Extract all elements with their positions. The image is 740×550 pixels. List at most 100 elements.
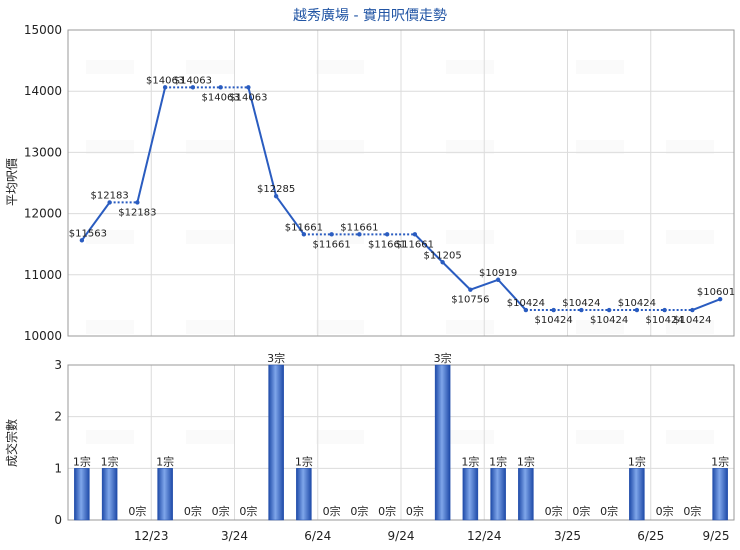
price-label-19: $10424 bbox=[590, 315, 628, 326]
price-point-22 bbox=[690, 307, 695, 313]
volume-label-13: 3宗 bbox=[434, 351, 452, 365]
volume-label-1: 1宗 bbox=[101, 454, 119, 468]
price-label-1: $12183 bbox=[91, 190, 129, 201]
top-y-tick-4: 14000 bbox=[24, 84, 62, 98]
watermark-18 bbox=[186, 320, 234, 334]
volume-labels: 1宗 1宗 0宗 1宗 0宗 0宗 0宗 3宗 1宗 0宗 0宗 0宗 0宗 3宗 1宗 1宗 1宗 0宗 0宗 0宗… bbox=[73, 351, 729, 518]
volume-label-17: 0宗 bbox=[545, 504, 563, 518]
x-tick-labels: 12/23 3/24 6/24 9/24 12/24 3/25 6/25 9/25 bbox=[134, 529, 730, 543]
price-segment-14 bbox=[470, 278, 499, 291]
bottom-y-tick-1: 1 bbox=[54, 461, 62, 475]
volume-bars bbox=[74, 364, 728, 521]
price-label-14: $10756 bbox=[451, 295, 489, 306]
price-segment-22 bbox=[692, 298, 721, 311]
volume-bar-14 bbox=[462, 468, 479, 521]
price-point-6 bbox=[246, 85, 251, 90]
volume-label-4: 0宗 bbox=[184, 504, 202, 518]
price-series bbox=[79, 85, 723, 313]
volume-label-23: 1宗 bbox=[711, 454, 729, 468]
volume-label-9: 0宗 bbox=[323, 504, 341, 518]
watermark-4 bbox=[576, 60, 624, 74]
price-label-22: $10424 bbox=[673, 315, 711, 326]
price-label-16: $10424 bbox=[507, 298, 545, 309]
watermark-0 bbox=[86, 60, 134, 74]
price-point-4 bbox=[190, 85, 196, 90]
price-label-13: $11205 bbox=[424, 250, 462, 261]
price-label-21: $10424 bbox=[646, 315, 684, 326]
price-point-8 bbox=[301, 232, 307, 237]
price-point-1 bbox=[107, 200, 112, 205]
volume-label-21: 0宗 bbox=[656, 504, 674, 518]
price-label-11: $11661 bbox=[368, 239, 406, 250]
price-point-21 bbox=[662, 307, 667, 313]
price-label-4: $14063 bbox=[174, 75, 212, 86]
price-point-20 bbox=[634, 307, 640, 313]
price-label-17: $10424 bbox=[535, 315, 573, 326]
price-label-5: $14063 bbox=[202, 92, 240, 103]
watermark-27 bbox=[576, 430, 624, 444]
price-point-19 bbox=[606, 307, 612, 313]
price-point-9 bbox=[329, 232, 334, 237]
volume-label-20: 1宗 bbox=[628, 454, 646, 468]
price-labels: $11563$12183$12183$14063$14063$14063$140… bbox=[69, 75, 735, 326]
price-label-0: $11563 bbox=[69, 228, 107, 239]
volume-label-16: 1宗 bbox=[517, 454, 535, 468]
price-label-7: $12285 bbox=[257, 184, 295, 195]
price-label-3: $14063 bbox=[146, 75, 184, 86]
watermark-12 bbox=[186, 230, 234, 244]
bottom-y-axis-label: 成交宗數 bbox=[4, 419, 19, 467]
price-point-11 bbox=[384, 232, 390, 237]
volume-label-10: 0宗 bbox=[350, 504, 368, 518]
watermark-2 bbox=[316, 60, 364, 74]
top-y-tick-0: 10000 bbox=[24, 329, 62, 343]
volume-label-11: 0宗 bbox=[378, 504, 396, 518]
price-point-7 bbox=[273, 193, 279, 199]
volume-label-19: 0宗 bbox=[600, 504, 618, 518]
price-label-2: $12183 bbox=[118, 207, 156, 218]
price-point-2 bbox=[135, 200, 140, 205]
watermark-19 bbox=[316, 320, 364, 334]
price-segment-12 bbox=[414, 233, 444, 263]
chart-title: 越秀廣場 - 實用呎價走勢 bbox=[293, 7, 447, 24]
volume-label-8: 1宗 bbox=[295, 454, 313, 468]
x-tick-1: 3/24 bbox=[221, 529, 248, 543]
price-label-15: $10919 bbox=[479, 268, 517, 279]
price-label-8: $11661 bbox=[285, 222, 323, 233]
price-segment-7 bbox=[275, 195, 305, 235]
volume-bar-16 bbox=[518, 468, 534, 521]
volume-bar-1 bbox=[101, 468, 118, 521]
top-y-tick-2: 12000 bbox=[24, 207, 62, 221]
price-segment-6 bbox=[247, 87, 278, 197]
watermark-16 bbox=[666, 230, 714, 244]
volume-label-15: 1宗 bbox=[489, 454, 507, 468]
watermark-15 bbox=[576, 230, 624, 244]
top-plot-frame bbox=[67, 29, 735, 337]
x-tick-5: 3/25 bbox=[554, 529, 581, 543]
price-point-0 bbox=[79, 238, 85, 243]
price-segment-15 bbox=[497, 279, 527, 311]
price-segment-0 bbox=[81, 201, 111, 241]
volume-bar-8 bbox=[296, 468, 312, 521]
watermark-24 bbox=[186, 430, 234, 444]
price-point-14 bbox=[468, 287, 473, 292]
top-axis: 10000 11000 12000 13000 14000 15000 bbox=[24, 23, 735, 343]
price-label-20: $10424 bbox=[618, 298, 656, 309]
watermark-20 bbox=[446, 320, 494, 334]
volume-bar-13 bbox=[434, 364, 451, 521]
bottom-y-tick-2: 2 bbox=[54, 410, 62, 424]
price-point-12 bbox=[412, 232, 418, 237]
volume-label-5: 0宗 bbox=[212, 504, 230, 518]
volume-bar-20 bbox=[629, 468, 645, 521]
x-tick-6: 6/25 bbox=[637, 529, 664, 543]
bottom-axis: 0 1 2 3 bbox=[54, 358, 735, 527]
price-point-17 bbox=[551, 307, 556, 313]
volume-bar-3 bbox=[157, 468, 173, 521]
volume-bar-23 bbox=[712, 468, 728, 521]
bottom-y-tick-3: 3 bbox=[54, 358, 62, 372]
top-y-tick-5: 15000 bbox=[24, 23, 62, 37]
x-tick-7: 9/25 bbox=[703, 529, 730, 543]
price-point-13 bbox=[440, 260, 445, 265]
volume-bar-0 bbox=[74, 468, 90, 521]
price-point-18 bbox=[579, 307, 584, 313]
